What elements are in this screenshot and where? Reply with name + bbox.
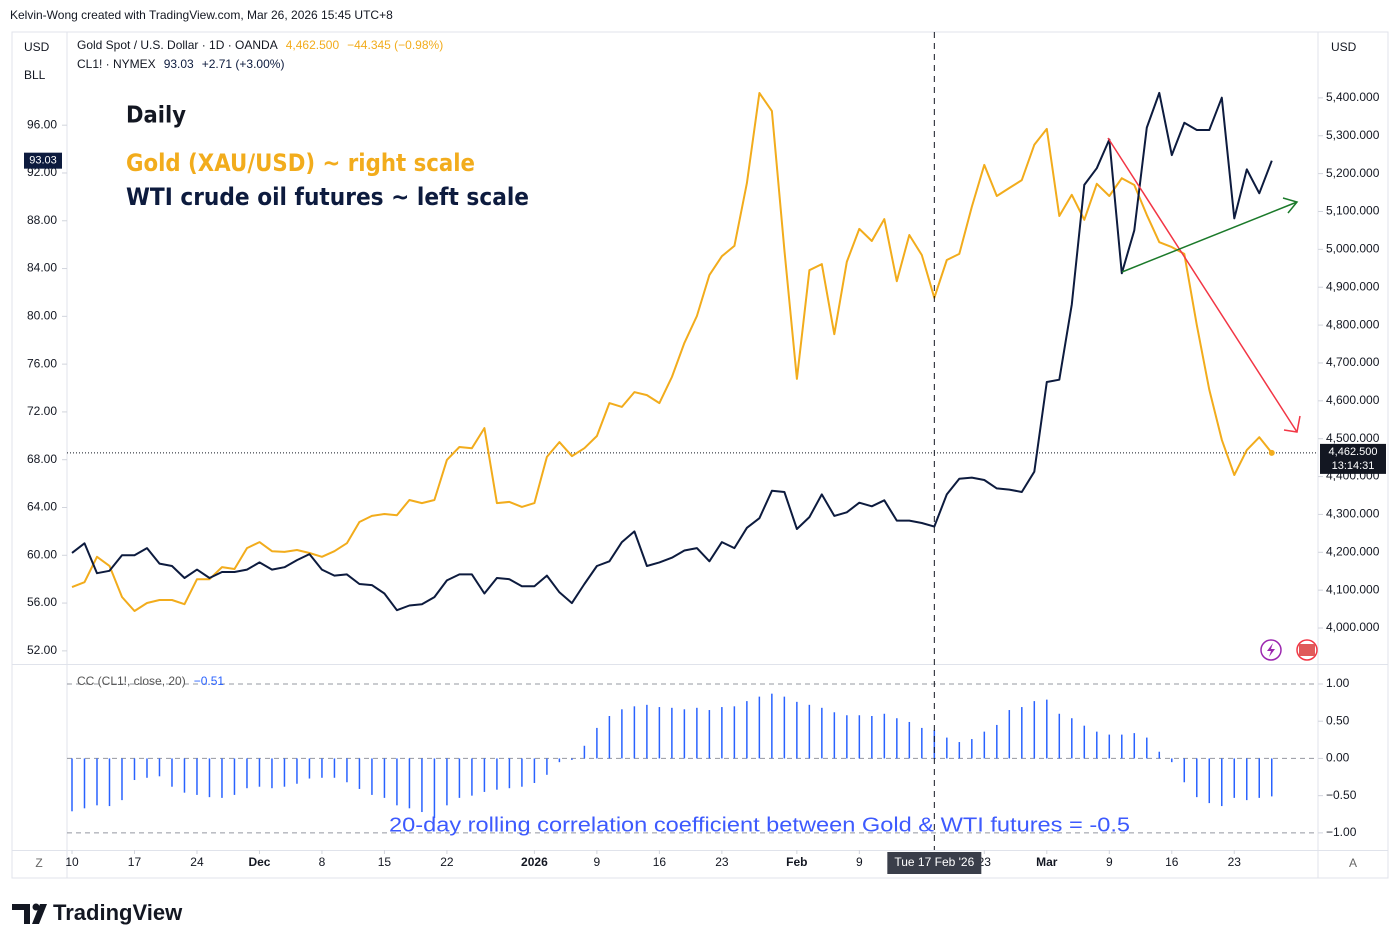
x-tick-label: 22 xyxy=(440,855,454,869)
y2-tick-label: 4,700.000 xyxy=(1326,355,1380,369)
legend-change: −44.345 (−0.98%) xyxy=(347,38,443,52)
indicator-legend: CC (CL1!, close, 20) −0.51 xyxy=(77,674,224,688)
y2-tick-label: 4,800.000 xyxy=(1326,317,1380,331)
gold-price-tag-label: 4,462.500 xyxy=(1329,446,1378,458)
y2-tick-label: 4,600.000 xyxy=(1326,393,1380,407)
crosshair-label-box xyxy=(887,852,982,874)
y2-tick-label: 5,100.000 xyxy=(1326,204,1380,218)
oil-price-tag xyxy=(24,152,62,169)
y-tick-label: 64.00 xyxy=(27,500,57,514)
x-tick-label: 10 xyxy=(65,855,79,869)
annotation: Daily xyxy=(126,103,186,129)
left-axis-unit: BLL xyxy=(24,68,46,82)
indicator-value: −0.51 xyxy=(194,674,225,688)
indicator-name: CC (CL1!, close, 20) xyxy=(77,674,186,688)
x-tick-label: 17 xyxy=(128,855,142,869)
price-line xyxy=(71,92,1273,612)
flag-icon-body xyxy=(1299,644,1315,656)
indicator-y-tick-label: 0.50 xyxy=(1326,713,1350,727)
legend-name: CL1! · NYMEX xyxy=(77,57,156,71)
alert-icon[interactable] xyxy=(1260,639,1282,661)
x-tick-label: 23 xyxy=(1228,855,1242,869)
indicator-y-tick-label: −0.50 xyxy=(1326,788,1357,802)
x-tick-label: 8 xyxy=(319,855,326,869)
annotation: Gold (XAU/USD) ~ right scale xyxy=(126,149,475,177)
gold-countdown: 13:14:31 xyxy=(1332,460,1375,472)
legend-price: 93.03 xyxy=(164,57,194,71)
price-line xyxy=(71,91,1273,612)
y2-tick-label: 4,500.000 xyxy=(1326,431,1380,445)
y-tick-label: 84.00 xyxy=(27,261,57,275)
oil-price-tag-label: 93.03 xyxy=(29,155,57,167)
x-tick-label: 24 xyxy=(190,855,204,869)
y2-tick-label: 4,000.000 xyxy=(1326,620,1380,634)
annotation: WTI crude oil futures ~ left scale xyxy=(126,183,529,211)
y-tick-label: 56.00 xyxy=(27,595,57,609)
legend-name: Gold Spot / U.S. Dollar · 1D · OANDA xyxy=(77,38,278,52)
x-tick-label: 9 xyxy=(856,855,863,869)
y2-tick-label: 5,000.000 xyxy=(1326,242,1380,256)
x-tick-label: 16 xyxy=(653,855,667,869)
y-tick-label: 96.00 xyxy=(27,117,57,131)
plot-layer: 52.0056.0060.0064.0068.0072.0076.0080.00… xyxy=(24,32,1386,874)
last-point xyxy=(1268,449,1275,456)
x-tick-label: 16 xyxy=(1165,855,1179,869)
y-tick-label: 72.00 xyxy=(27,404,57,418)
y-tick-label: 80.00 xyxy=(27,309,57,323)
y-tick-label: 68.00 xyxy=(27,452,57,466)
pane-icons xyxy=(1260,639,1318,661)
green-arrow xyxy=(1121,201,1298,273)
crosshair-label: Tue 17 Feb '26 xyxy=(894,855,974,869)
x-tick-label: Dec xyxy=(248,855,270,869)
y2-tick-label: 4,100.000 xyxy=(1326,582,1380,596)
left-axis-unit: USD xyxy=(24,40,50,54)
indicator-annotation: 20-day rolling correlation coefficient b… xyxy=(389,814,1130,836)
right-axis-unit: USD xyxy=(1331,40,1357,54)
legend-row: CL1! · NYMEX 93.03 +2.71 (+3.00%) xyxy=(77,57,284,71)
gold-price-tag xyxy=(1320,443,1386,474)
z-button[interactable]: Z xyxy=(35,856,42,870)
y2-tick-label: 5,400.000 xyxy=(1326,90,1380,104)
alert-icon-bolt xyxy=(1267,643,1275,657)
logo-mark xyxy=(12,904,30,924)
y-tick-label: 88.00 xyxy=(27,213,57,227)
x-tick-label: 2026 xyxy=(521,855,548,869)
x-tick-label: Mar xyxy=(1036,855,1058,869)
a-button[interactable]: A xyxy=(1349,856,1357,870)
frame xyxy=(11,31,1389,879)
y-tick-label: 76.00 xyxy=(27,356,57,370)
header: Kelvin-Wong created with TradingView.com… xyxy=(10,8,393,22)
indicator-y-tick-label: −1.00 xyxy=(1326,825,1357,839)
y-tick-label: 52.00 xyxy=(27,643,57,657)
logo-dot xyxy=(32,903,40,911)
indicator-y-tick-label: 0.00 xyxy=(1326,751,1350,765)
y-tick-label: 60.00 xyxy=(27,547,57,561)
brand-logo xyxy=(12,903,47,924)
x-tick-label: 15 xyxy=(378,855,392,869)
green-arrow-head xyxy=(1282,197,1299,214)
y2-tick-label: 4,900.000 xyxy=(1326,279,1380,293)
indicator-y-tick-label: 1.00 xyxy=(1326,676,1350,690)
y2-tick-label: 4,200.000 xyxy=(1326,544,1380,558)
y2-tick-label: 4,300.000 xyxy=(1326,507,1380,521)
x-tick-label: 23 xyxy=(715,855,729,869)
x-tick-label: 9 xyxy=(594,855,601,869)
x-tick-label: Feb xyxy=(786,855,807,869)
red-arrow-head xyxy=(1283,415,1301,433)
legend-price: 4,462.500 xyxy=(286,38,340,52)
logo-slash xyxy=(32,904,47,924)
trend-arrows xyxy=(1107,137,1301,433)
legend-row: Gold Spot / U.S. Dollar · 1D · OANDA 4,46… xyxy=(77,38,443,52)
legend-change: +2.71 (+3.00%) xyxy=(202,57,285,71)
x-tick-label: 9 xyxy=(1106,855,1113,869)
y2-tick-label: 5,200.000 xyxy=(1326,166,1380,180)
y2-tick-label: 5,300.000 xyxy=(1326,128,1380,142)
brand: TradingView xyxy=(53,900,183,925)
red-arrow xyxy=(1107,137,1298,433)
